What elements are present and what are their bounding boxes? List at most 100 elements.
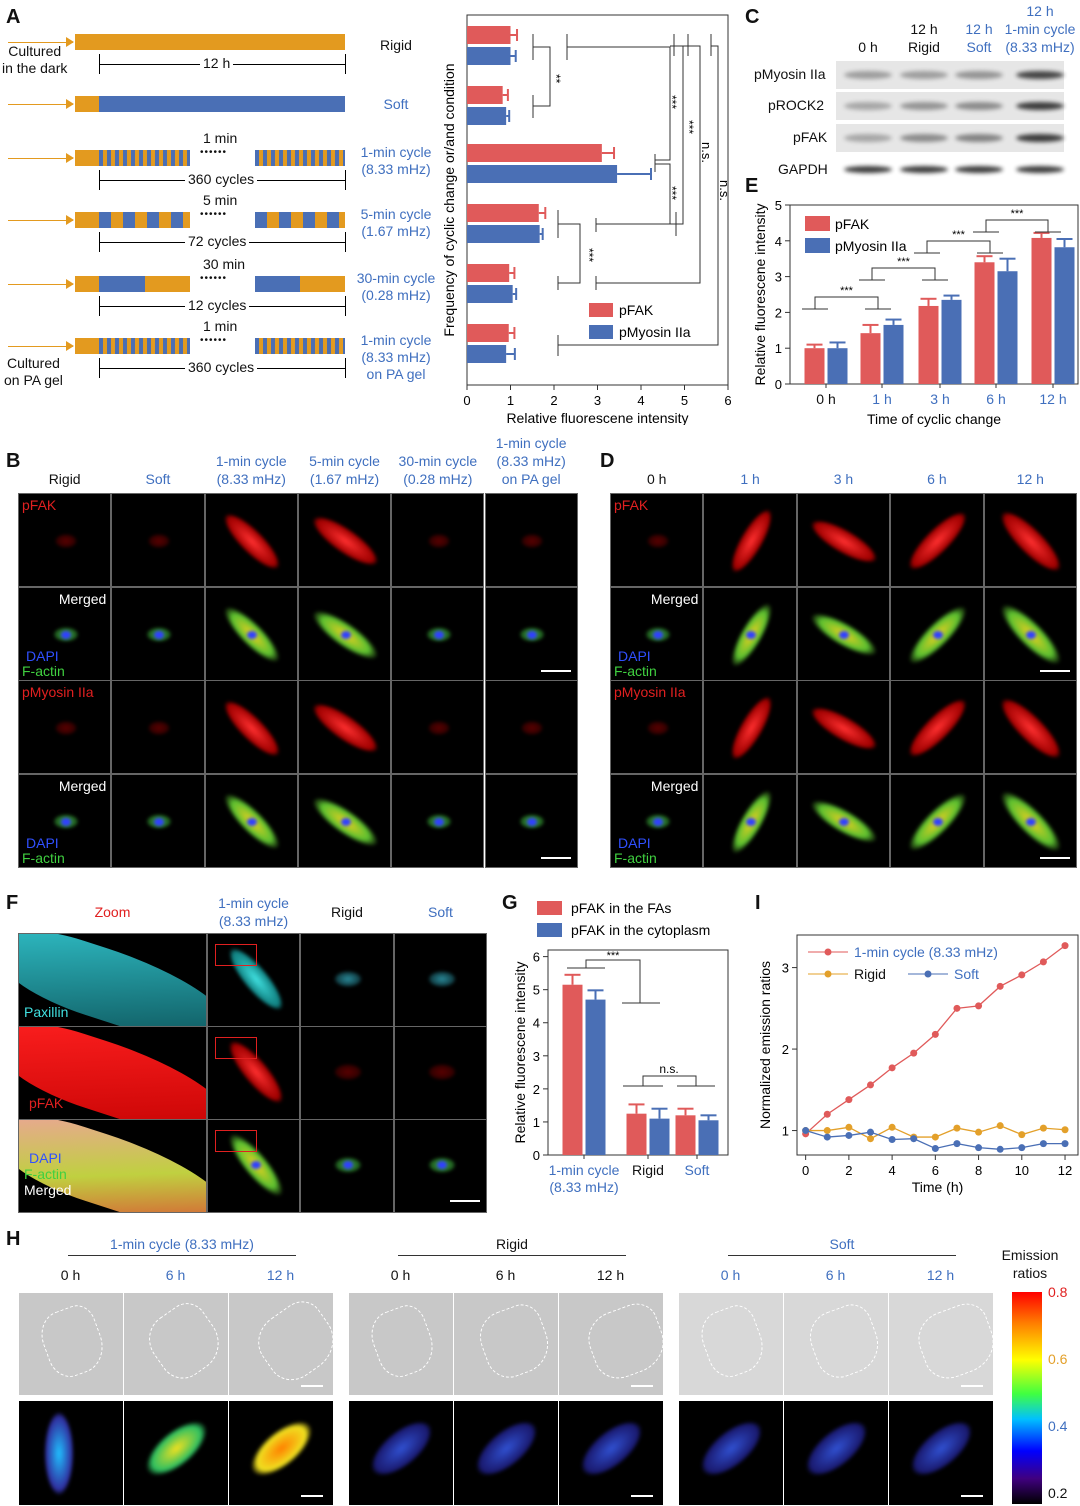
- x-tick-label: 4: [888, 1163, 895, 1178]
- cultured-pa-label: Cultured on PA gel: [4, 355, 63, 388]
- legend-swatch: [589, 325, 613, 339]
- legend-label: pFAK in the cytoplasm: [571, 922, 710, 938]
- micrograph: [796, 680, 891, 774]
- legend-label: Rigid: [854, 966, 886, 982]
- cell-outline: [364, 1300, 441, 1383]
- brightfield-image: [228, 1292, 334, 1396]
- emission-ratio-image: [228, 1400, 334, 1506]
- protein-band: [955, 134, 1003, 142]
- x-tick-label: Rigid: [632, 1162, 664, 1178]
- arrow-head-icon: [66, 341, 74, 351]
- blue-segment: [163, 338, 167, 354]
- x-tick-label: 12 h: [1039, 391, 1066, 407]
- micrograph: [796, 586, 891, 681]
- blue-segment: [99, 338, 103, 354]
- tick: [99, 232, 100, 252]
- x-tick-label: 1: [507, 393, 514, 408]
- blue-segment: [155, 338, 159, 354]
- bracket: [871, 267, 936, 280]
- blue-segment: [287, 150, 291, 166]
- blue-segment: [295, 150, 299, 166]
- column-header: 1-min cycle (8.33 mHz): [215, 453, 287, 487]
- bar-pfak: [467, 86, 503, 104]
- micrograph: [983, 586, 1077, 681]
- channel-label-pfak: pFAK: [614, 497, 649, 513]
- data-point: [845, 1123, 853, 1131]
- blot-row-label: pROCK2: [768, 97, 825, 113]
- significance-label: n.s.: [699, 142, 714, 163]
- y-axis-label: Relative fluorescene intensity: [752, 203, 768, 385]
- micrograph: [391, 773, 485, 868]
- micrograph: [703, 586, 797, 681]
- time-label: 6 h: [825, 1267, 846, 1283]
- blue-segment: [271, 150, 275, 166]
- time-label: 6 h: [165, 1267, 186, 1283]
- micrograph: [207, 1119, 300, 1213]
- column-header: Soft: [428, 904, 453, 920]
- span-label: 360 cycles: [185, 171, 258, 187]
- tick: [99, 170, 100, 190]
- data-point: [1018, 1131, 1026, 1139]
- plot-frame: [796, 934, 1079, 1156]
- blue-segment: [171, 212, 183, 228]
- cell-image: [646, 534, 669, 548]
- data-point: [1061, 1140, 1069, 1148]
- blue-segment: [147, 150, 151, 166]
- period-label: 1 min: [203, 130, 238, 146]
- bar-pfak: [467, 144, 602, 162]
- span-label: 12 cycles: [185, 297, 250, 313]
- bracket: [926, 240, 991, 253]
- blue-segment: [255, 338, 259, 354]
- span-label: 360 cycles: [185, 359, 258, 375]
- protein-band: [955, 102, 1003, 110]
- data-point: [931, 1144, 939, 1152]
- blue-segment: [147, 338, 151, 354]
- data-point: [823, 1127, 831, 1135]
- data-point: [866, 1081, 874, 1089]
- cell-image: [427, 721, 450, 735]
- cell-image: [427, 1063, 456, 1081]
- nucleus: [839, 817, 850, 826]
- blue-segment: [271, 338, 275, 354]
- cultured-dark-label: Cultured in the dark: [2, 43, 68, 76]
- legend-label: pFAK: [835, 216, 870, 232]
- scale-bar: [961, 1495, 983, 1497]
- legend-swatch: [589, 303, 613, 317]
- brightfield-image: [888, 1292, 994, 1396]
- blue-segment: [131, 338, 135, 354]
- blue-segment: [163, 150, 167, 166]
- bar-pmyosin: [467, 47, 511, 65]
- scale-bar: [540, 856, 571, 859]
- data-point: [1039, 1140, 1047, 1148]
- nucleus: [433, 817, 444, 826]
- blot-row-label: pMyosin IIa: [754, 66, 826, 82]
- micrograph: [796, 493, 891, 587]
- bar-0: [974, 262, 995, 384]
- group-underline: [728, 1255, 956, 1256]
- blue-segment: [171, 338, 175, 354]
- data-point: [866, 1135, 874, 1143]
- cell-image: [691, 1410, 772, 1487]
- significance-label: ***: [607, 950, 621, 962]
- blue-segment: [335, 338, 339, 354]
- legend-swatch: [537, 923, 562, 937]
- y-tick-label: 3: [782, 961, 789, 976]
- scale-bar: [301, 1385, 323, 1387]
- panel-label-h: H: [6, 1228, 21, 1250]
- y-tick-label: 6: [533, 950, 540, 965]
- micrograph: [484, 586, 578, 681]
- arrow-head-icon: [66, 99, 74, 109]
- x-axis-label: Time of cyclic change: [867, 411, 1001, 427]
- blue-segment: [255, 150, 259, 166]
- protein-band: [900, 102, 948, 110]
- timeline-bar: [75, 338, 190, 354]
- bracket: [814, 296, 879, 309]
- x-tick-label: 2: [550, 393, 557, 408]
- cell-image: [306, 508, 385, 574]
- x-tick-label: 2: [845, 1163, 852, 1178]
- panel-a-chart: 0 1 2 3 4 5 6 Relative fluorescene intensity Fre…: [441, 14, 732, 425]
- nucleus: [652, 817, 663, 826]
- micrograph: [391, 586, 485, 681]
- tick: [345, 296, 346, 316]
- cell-image: [521, 721, 544, 735]
